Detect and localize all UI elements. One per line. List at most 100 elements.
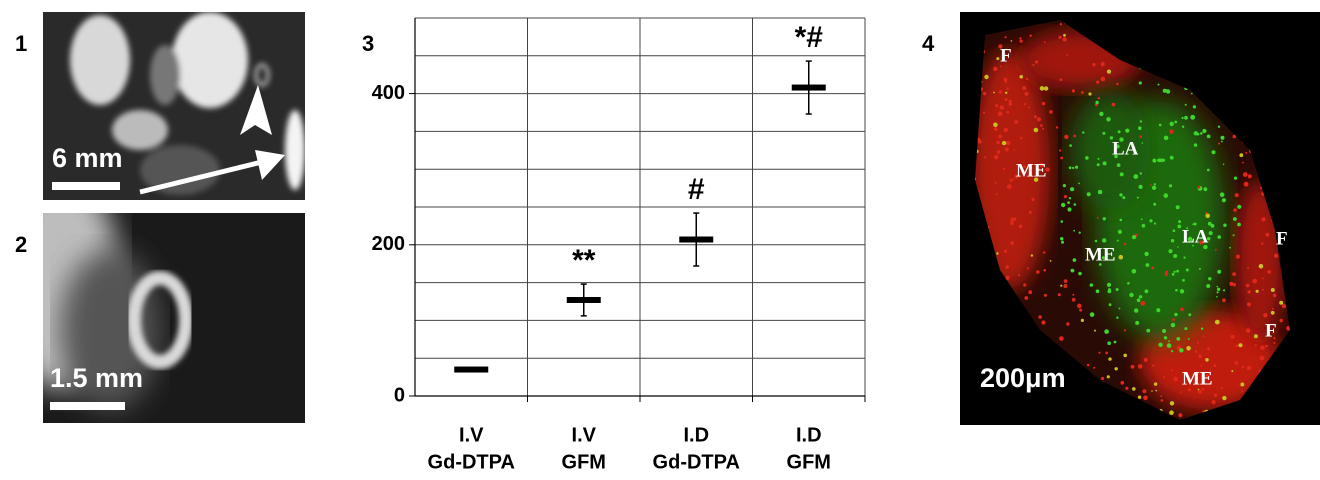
speckle bbox=[1242, 366, 1245, 369]
speckle bbox=[1217, 291, 1219, 293]
mean-mark bbox=[679, 237, 713, 243]
region-label: ME bbox=[1182, 368, 1213, 389]
speckle bbox=[1120, 381, 1124, 385]
speckle bbox=[1184, 116, 1188, 120]
speckle bbox=[1272, 308, 1274, 310]
speckle bbox=[1154, 382, 1157, 385]
speckle bbox=[1061, 203, 1065, 207]
x-tick-label: GFM bbox=[562, 451, 606, 473]
speckle bbox=[1239, 153, 1243, 157]
speckle bbox=[1096, 81, 1099, 84]
speckle bbox=[1107, 341, 1111, 345]
speckle bbox=[984, 75, 988, 79]
speckle bbox=[1239, 384, 1241, 386]
speckle bbox=[1242, 162, 1244, 164]
speckle bbox=[1107, 283, 1111, 287]
speckle bbox=[1164, 336, 1167, 339]
speckle bbox=[1082, 131, 1084, 133]
speckle bbox=[1006, 87, 1008, 89]
speckle bbox=[1006, 111, 1009, 114]
speckle bbox=[1178, 413, 1182, 417]
speckle bbox=[1018, 274, 1020, 276]
speckle bbox=[1062, 37, 1066, 41]
speckle bbox=[1221, 387, 1223, 389]
speckle bbox=[1216, 296, 1218, 298]
speckle bbox=[1172, 273, 1175, 276]
speckle bbox=[1011, 40, 1013, 42]
speckle bbox=[1022, 86, 1026, 90]
speckle bbox=[1246, 284, 1250, 288]
speckle bbox=[1217, 270, 1221, 274]
speckle bbox=[1217, 235, 1221, 239]
speckle bbox=[1177, 246, 1179, 248]
speckle bbox=[1063, 284, 1067, 288]
speckle bbox=[1197, 342, 1199, 344]
speckle bbox=[1254, 334, 1258, 338]
speckle bbox=[1156, 308, 1160, 312]
speckle bbox=[1167, 343, 1172, 348]
speckle bbox=[1247, 267, 1249, 269]
speckle bbox=[1180, 308, 1184, 312]
speckle bbox=[1200, 132, 1203, 135]
speckle bbox=[1072, 167, 1074, 169]
speckle bbox=[1247, 366, 1252, 371]
speckle bbox=[1107, 70, 1111, 74]
speckle bbox=[998, 135, 1002, 139]
speckle bbox=[1035, 60, 1038, 63]
speckle bbox=[1170, 401, 1174, 405]
speckle bbox=[1032, 64, 1034, 66]
speckle bbox=[1190, 115, 1195, 120]
speckle bbox=[1154, 222, 1156, 224]
speckle bbox=[1185, 104, 1187, 106]
speckle bbox=[1237, 205, 1241, 209]
speckle bbox=[1073, 135, 1076, 138]
speckle bbox=[1180, 391, 1182, 393]
speckle bbox=[1139, 295, 1142, 298]
speckle bbox=[1036, 270, 1040, 274]
speckle bbox=[1173, 377, 1178, 382]
speckle bbox=[1192, 223, 1194, 225]
speckle bbox=[1158, 84, 1160, 86]
speckle bbox=[1060, 285, 1062, 287]
speckle bbox=[1161, 399, 1164, 402]
speckle bbox=[1172, 318, 1175, 321]
speckle bbox=[1184, 257, 1186, 259]
speckle bbox=[1098, 97, 1100, 99]
speckle bbox=[1262, 289, 1264, 291]
speckle bbox=[1004, 250, 1007, 253]
speckle bbox=[1096, 289, 1100, 293]
speckle bbox=[996, 252, 998, 254]
speckle bbox=[1154, 183, 1156, 185]
speckle bbox=[1240, 383, 1244, 387]
speckle bbox=[1232, 272, 1236, 276]
speckle bbox=[1208, 222, 1212, 226]
speckle bbox=[1207, 347, 1210, 350]
speckle bbox=[1198, 186, 1201, 189]
speckle bbox=[1034, 115, 1037, 118]
speckle bbox=[1074, 203, 1077, 206]
speckle bbox=[1144, 358, 1148, 362]
speckle bbox=[1037, 117, 1041, 121]
speckle bbox=[1247, 290, 1250, 293]
speckle bbox=[1233, 217, 1237, 221]
scale-bar bbox=[52, 182, 120, 190]
speckle bbox=[1152, 159, 1156, 163]
speckle bbox=[1006, 265, 1009, 268]
speckle bbox=[1107, 375, 1110, 378]
speckle bbox=[1256, 290, 1259, 293]
speckle bbox=[1020, 137, 1023, 140]
x-tick-label: I.D bbox=[796, 424, 822, 446]
mri-image-2 bbox=[0, 170, 305, 423]
speckle bbox=[1222, 396, 1226, 400]
speckle bbox=[1123, 354, 1127, 358]
speckle bbox=[1069, 197, 1071, 199]
speckle bbox=[1182, 117, 1184, 119]
speckle bbox=[1081, 91, 1084, 94]
speckle bbox=[1114, 341, 1117, 344]
speckle bbox=[1221, 136, 1225, 140]
speckle bbox=[1078, 272, 1082, 276]
speckle bbox=[1029, 211, 1032, 214]
speckle bbox=[1134, 308, 1138, 312]
speckle bbox=[1204, 187, 1208, 191]
speckle bbox=[1006, 141, 1011, 146]
